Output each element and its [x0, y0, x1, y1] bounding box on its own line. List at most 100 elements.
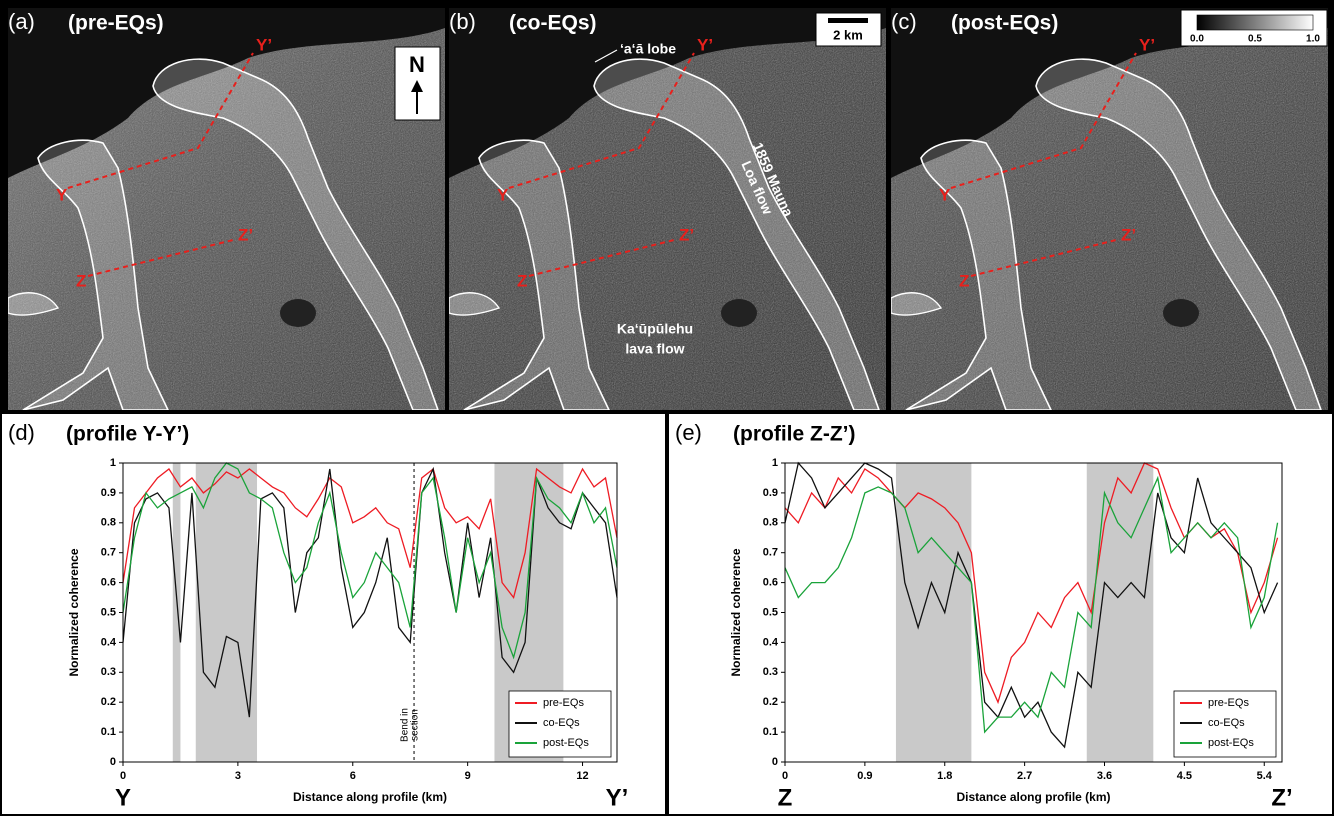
- x-tick-label: 5.4: [1257, 770, 1273, 782]
- plot-frame: [784, 462, 1283, 763]
- bend-label: section: [410, 709, 421, 741]
- profile-z: [970, 239, 1117, 277]
- x-tick-label: 6: [350, 770, 356, 782]
- plot-frame: [122, 462, 618, 763]
- y-tick-label: 0.9: [101, 487, 116, 499]
- profile-label: Z: [76, 271, 86, 290]
- panel-content: [449, 8, 886, 410]
- y-tick-label: 0.5: [101, 606, 116, 618]
- profile-label: Y: [497, 185, 509, 204]
- shaded-range: [195, 463, 258, 762]
- x-tick-label: 4.5: [1177, 770, 1192, 782]
- y-tick-label: 0.1: [763, 726, 778, 738]
- panel-label: (a): [8, 9, 35, 34]
- dark-spot: [280, 299, 316, 327]
- y-tick-label: 0.1: [101, 726, 116, 738]
- legend-label: pre-EQs: [543, 697, 584, 709]
- panel-title: (co-EQs): [509, 12, 597, 35]
- series-line: [784, 475, 1279, 734]
- chart-title: (profile Z-Z’): [733, 423, 855, 446]
- y-tick-label: 1: [772, 457, 778, 469]
- panel-title: (pre-EQs): [68, 12, 164, 35]
- y-axis-label: Normalized coherence: [67, 548, 81, 676]
- y-tick-label: 0.6: [763, 577, 778, 589]
- y-tick-label: 0.7: [101, 547, 116, 559]
- x-tick-label: 0: [120, 770, 126, 782]
- series-line: [122, 467, 618, 600]
- profile-z: [528, 239, 675, 277]
- image-panel: (c) (post-EQs) Y Y’ Z Z’: [891, 8, 1328, 410]
- north-label: N: [409, 52, 425, 77]
- chart-label: (e): [675, 420, 702, 445]
- profile-label: Y: [939, 185, 951, 204]
- x-axis-label: Distance along profile (km): [956, 790, 1110, 804]
- panel-label: (b): [449, 9, 476, 34]
- x-tick-label: 0.9: [857, 770, 872, 782]
- panel-content: [8, 8, 445, 410]
- scale-bar: [828, 18, 868, 23]
- colorbar-label: 0.0: [1190, 34, 1204, 45]
- bend-label: Bend in: [400, 708, 411, 742]
- legend-label: co-EQs: [1208, 717, 1245, 729]
- y-tick-label: 0.3: [763, 666, 778, 678]
- profile-label: Y’: [697, 35, 713, 54]
- y-axis-label: Normalized coherence: [729, 548, 743, 676]
- colorbar: [1196, 14, 1314, 31]
- dark-spot: [721, 299, 757, 327]
- y-tick-label: 1: [110, 457, 116, 469]
- dark-spot: [1163, 299, 1199, 327]
- scale-label: 2 km: [833, 27, 863, 42]
- profile-start: Y: [115, 784, 131, 811]
- profile-label: Z: [959, 271, 969, 290]
- profile-y: [950, 52, 1137, 189]
- profile-label: Y: [56, 185, 68, 204]
- series-line: [122, 462, 618, 660]
- colorbar-label: 1.0: [1306, 34, 1320, 45]
- x-tick-label: 1.8: [937, 770, 952, 782]
- annotation-pointer: [594, 49, 618, 63]
- annotation: Ka‘ūpūlehu: [617, 321, 693, 337]
- y-tick-label: 0.2: [101, 696, 116, 708]
- legend-label: co-EQs: [543, 717, 580, 729]
- chart-title: (profile Y-Y’): [66, 423, 189, 446]
- y-tick-label: 0.2: [763, 696, 778, 708]
- profile-label: Z’: [1121, 225, 1136, 244]
- legend-label: post-EQs: [543, 737, 589, 749]
- image-panel: (a) (pre-EQs) Y Y’ Z Z’: [8, 8, 445, 410]
- x-tick-label: 3.6: [1097, 770, 1112, 782]
- profile-label: Y’: [256, 35, 272, 54]
- y-tick-label: 0.6: [101, 577, 116, 589]
- annotation: ‘a‘ā lobe: [620, 41, 676, 57]
- x-axis-label: Distance along profile (km): [293, 790, 447, 804]
- panel-content: [891, 8, 1328, 410]
- x-tick-label: 2.7: [1017, 770, 1032, 782]
- profile-y: [67, 52, 254, 189]
- legend-label: pre-EQs: [1208, 697, 1249, 709]
- shaded-range: [1086, 463, 1154, 762]
- profile-label: Y’: [1139, 35, 1155, 54]
- panel-label: (c): [891, 9, 917, 34]
- x-tick-label: 0: [782, 770, 788, 782]
- panel-title: (post-EQs): [951, 12, 1058, 35]
- shaded-range: [172, 463, 181, 762]
- y-tick-label: 0.8: [763, 517, 778, 529]
- profile-z: [87, 239, 234, 277]
- x-tick-label: 12: [576, 770, 588, 782]
- x-tick-label: 9: [465, 770, 471, 782]
- profile-y: [508, 52, 695, 189]
- legend-label: post-EQs: [1208, 737, 1254, 749]
- y-tick-label: 0: [110, 756, 116, 768]
- colorbar-label: 0.5: [1248, 34, 1262, 45]
- dark-region: [8, 8, 445, 178]
- profile-label: Z: [517, 271, 527, 290]
- y-tick-label: 0.4: [763, 636, 779, 648]
- y-tick-label: 0.5: [763, 606, 778, 618]
- annotation: lava flow: [625, 341, 684, 357]
- image-panel: (b) (co-EQs) Y Y’ Z Z’: [449, 8, 886, 410]
- chart-label: (d): [8, 420, 35, 445]
- profile-end: Z’: [1271, 784, 1292, 811]
- y-tick-label: 0.9: [763, 487, 778, 499]
- y-tick-label: 0.4: [101, 636, 117, 648]
- y-tick-label: 0.8: [101, 517, 116, 529]
